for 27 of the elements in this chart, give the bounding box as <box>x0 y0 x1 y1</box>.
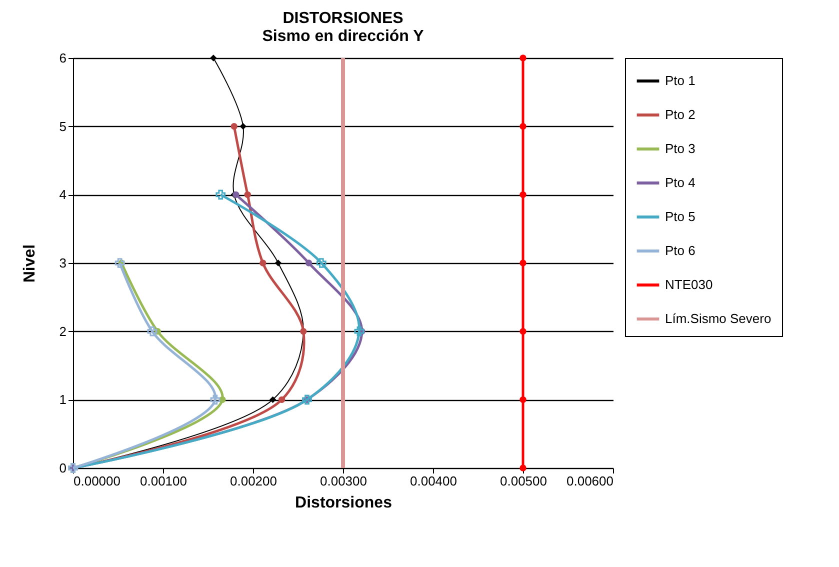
x-tick-label: 0.00000 <box>74 474 120 488</box>
x-tick-label: 0.00100 <box>140 474 187 488</box>
chart-title: DISTORSIONES <box>282 10 404 27</box>
y-tick-label: 0 <box>59 460 66 476</box>
x-tick-label: 0.00600 <box>566 474 614 488</box>
legend-label: Pto 5 <box>665 209 696 224</box>
y-axis-title: Nivel <box>21 244 38 283</box>
x-tick-label: 0.00500 <box>500 474 547 488</box>
x-tick-label: 0.00300 <box>320 474 367 488</box>
y-tick-label: 6 <box>59 50 66 66</box>
legend-label: Pto 6 <box>665 243 696 258</box>
line-series <box>341 56 345 470</box>
legend-label: NTE030 <box>665 277 713 292</box>
x-axis-title: Distorsiones <box>295 494 392 512</box>
x-tick-label: 0.00400 <box>410 474 457 488</box>
y-tick-label: 2 <box>59 324 66 339</box>
legend-label: Pto 4 <box>665 175 696 190</box>
chart-subtitle: Sismo en dirección Y <box>262 28 424 45</box>
y-tick-label: 3 <box>59 256 66 270</box>
x-tick-label: 0.00200 <box>230 474 277 488</box>
legend-label: Lím.Sismo Severo <box>665 311 772 326</box>
legend-label: Pto 3 <box>665 141 696 156</box>
y-tick-label: 1 <box>59 392 66 408</box>
legend-label: Pto 2 <box>665 107 696 122</box>
y-tick-label: 5 <box>59 118 66 134</box>
legend-label: Pto 1 <box>665 73 696 88</box>
y-tick-label: 4 <box>59 187 66 202</box>
